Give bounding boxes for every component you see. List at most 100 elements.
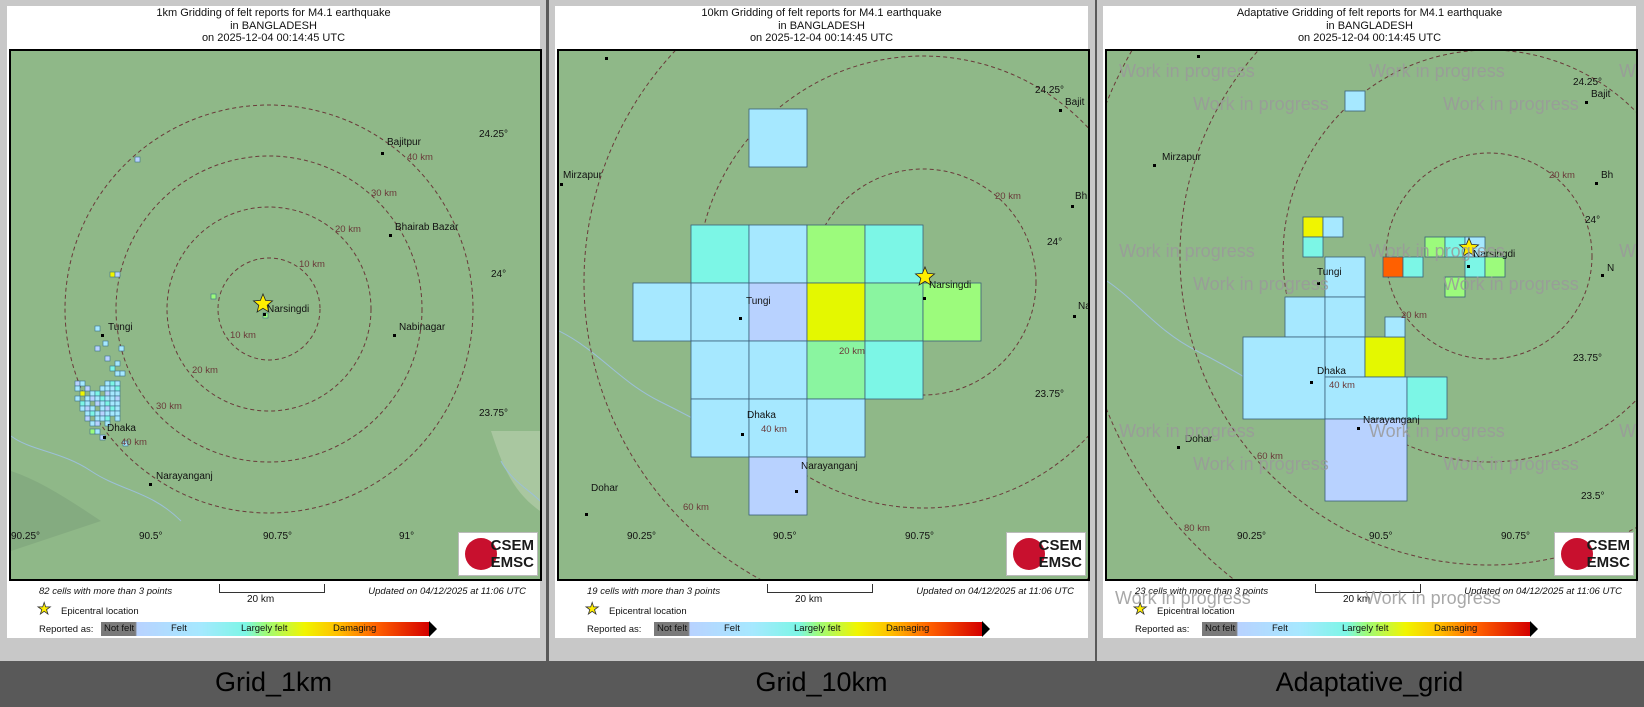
watermark: Work in progress (1369, 61, 1505, 81)
ring-label: 20 km (192, 365, 218, 376)
place-label: Dohar (591, 483, 619, 494)
ring-label: 30 km (156, 401, 182, 412)
place-label: Na (1078, 301, 1090, 312)
ring-label: 40 km (1329, 380, 1355, 391)
epicentral-label: Epicentral location (1157, 606, 1235, 617)
lon-label: 90.5° (773, 531, 797, 542)
place-markers (101, 152, 396, 486)
lat-label: 24° (1585, 215, 1601, 226)
ring-label: 40 km (761, 424, 787, 435)
map-footer: 19 cells with more than 3 points 20 km U… (555, 578, 1088, 638)
epicentral-label: Epicentral location (609, 606, 687, 617)
map-adaptative-grid[interactable]: Mirzapur Bajit Bh N Narsingdi Tungi Dhak… (1105, 49, 1638, 581)
place-label: Bajit (1591, 89, 1611, 100)
csem-emsc-logo: CSEM EMSC (458, 532, 538, 576)
ring-label: 20 km (1549, 170, 1575, 181)
place-label: Dhaka (1317, 366, 1346, 377)
map-grid-1km[interactable]: Bajitpur Bhairab Bazar Nabinagar Narsing… (9, 49, 542, 581)
place-label: Narsingdi (1473, 249, 1516, 260)
lon-label: 90.75° (263, 531, 293, 542)
updated-text: Updated on 04/12/2025 at 11:06 UTC (1464, 586, 1622, 597)
csem-emsc-logo: CSEM EMSC (1554, 532, 1634, 576)
star-icon (252, 292, 274, 313)
scale-bar (219, 584, 325, 593)
panel-grid-1km: 1km Gridding of felt reports for M4.1 ea… (7, 6, 542, 638)
ring-label: 20 km (1401, 310, 1427, 321)
star-icon (914, 265, 936, 286)
lat-label: 23.75° (479, 408, 509, 419)
reported-as-label: Reported as: (587, 624, 642, 635)
title-line: on 2025-12-04 00:14:45 UTC (1297, 32, 1442, 44)
ring-label: 20 km (335, 224, 361, 235)
felt-cells (1242, 90, 1506, 502)
scale-bar (767, 584, 873, 593)
title-line: in BANGLADESH (1326, 19, 1413, 32)
panel-adaptative-grid: Adaptative Gridding of felt reports for … (1103, 6, 1638, 638)
logo-disc (1013, 538, 1045, 570)
watermark: Work in progress (1369, 241, 1505, 261)
updated-text: Updated on 04/12/2025 at 11:06 UTC (368, 586, 526, 597)
scale-label: 20 km (1343, 594, 1371, 605)
place-label: Tungi (746, 296, 771, 307)
place-label: Bajit (1065, 97, 1085, 108)
lat-label: 23.75° (1573, 353, 1603, 364)
panel-caption: Grid_10km (755, 667, 888, 697)
watermark: Work in progress (1115, 588, 1251, 608)
place-markers (560, 57, 1076, 516)
panel-title: Adaptative Gridding of felt reports for … (1103, 7, 1636, 45)
place-label: Dhaka (107, 423, 136, 434)
lat-label: 23.75° (1035, 389, 1065, 400)
legend-gradient (101, 622, 429, 636)
updated-text: Updated on 04/12/2025 at 11:06 UTC (916, 586, 1074, 597)
csem-emsc-logo: CSEM EMSC (1006, 532, 1086, 576)
place-label: Narayanganj (801, 461, 858, 472)
logo-text: CSEM (1038, 537, 1082, 554)
cells-count: 19 cells with more than 3 points (587, 586, 721, 597)
watermark: W (1619, 61, 1636, 81)
lat-label: 24° (1047, 237, 1063, 248)
legend-label: Not felt (104, 623, 135, 634)
legend-label: Damaging (886, 623, 930, 634)
legend-label: Damaging (1434, 623, 1478, 634)
lon-label: 90.25° (11, 531, 41, 542)
place-label: Narayanganj (156, 471, 213, 482)
cells-count: 23 cells with more than 3 points (1135, 586, 1269, 597)
distance-rings (1107, 51, 1636, 579)
title-line: 1km Gridding of felt reports for M4.1 ea… (156, 7, 391, 19)
watermark: Work in progress (1443, 94, 1579, 114)
panel-caption: Grid_1km (214, 667, 333, 697)
star-icon: ★ (37, 601, 52, 618)
title-line: 10km Gridding of felt reports for M4.1 e… (701, 7, 942, 19)
map-canvas (559, 51, 1088, 579)
intensity-legend: Not felt Felt Largely felt Damaging (1202, 621, 1538, 638)
watermark: Work in progress (1193, 94, 1329, 114)
logo-text: EMSC (1038, 554, 1082, 571)
place-label: Narsingdi (929, 280, 972, 291)
lon-label: 90.25° (1237, 531, 1267, 542)
watermark: Work in progress (1119, 241, 1255, 261)
lon-label: 90.25° (627, 531, 657, 542)
place-label: Nabinagar (399, 322, 446, 333)
ring-label: 40 km (407, 152, 433, 163)
intensity-legend: Not felt Felt Largely felt Damaging (654, 621, 990, 638)
place-label: Narayanganj (1363, 415, 1420, 426)
map-footer: 82 cells with more than 3 points 20 km U… (7, 578, 540, 638)
legend-label: Felt (1272, 623, 1288, 634)
lat-label: 23.5° (1581, 491, 1605, 502)
logo-text: EMSC (1586, 554, 1630, 571)
reported-as-label: Reported as: (39, 624, 94, 635)
title-line: Adaptative Gridding of felt reports for … (1236, 7, 1503, 19)
epicentral-label: Epicentral location (61, 606, 139, 617)
map-canvas (1107, 51, 1636, 579)
ring-label: 10 km (299, 259, 325, 270)
title-line: on 2025-12-04 00:14:45 UTC (749, 32, 894, 44)
legend-label: Largely felt (241, 623, 288, 634)
place-label: Bh (1601, 170, 1614, 181)
felt-cells (632, 108, 982, 516)
place-markers (1153, 55, 1604, 449)
cells-count: 82 cells with more than 3 points (39, 586, 173, 597)
map-grid-10km[interactable]: Mirzapur Bajit Bh Na Narsingdi Tungi Dha… (557, 49, 1090, 581)
panel-title: 10km Gridding of felt reports for M4.1 e… (555, 7, 1088, 45)
watermark: Work in progress (1369, 421, 1505, 441)
star-icon: ★ (1133, 601, 1148, 618)
